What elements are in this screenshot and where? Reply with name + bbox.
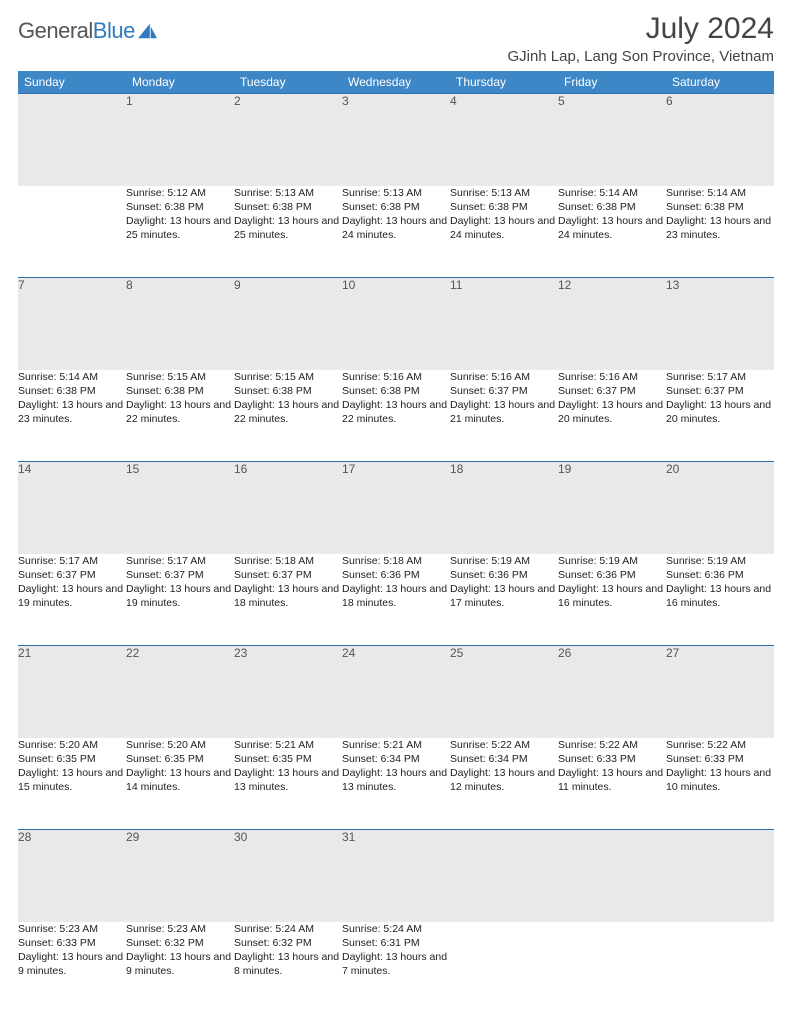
day-number: 27 — [666, 646, 774, 738]
day-detail: Sunrise: 5:12 AMSunset: 6:38 PMDaylight:… — [126, 186, 234, 278]
day-number: 5 — [558, 94, 666, 186]
day-number: 28 — [18, 830, 126, 922]
day-number: 29 — [126, 830, 234, 922]
daynum-row: 21222324252627 — [18, 646, 774, 738]
weekday-header: Sunday — [18, 71, 126, 94]
weekday-header: Tuesday — [234, 71, 342, 94]
day-number: 4 — [450, 94, 558, 186]
day-detail: Sunrise: 5:24 AMSunset: 6:32 PMDaylight:… — [234, 922, 342, 1014]
day-detail: Sunrise: 5:18 AMSunset: 6:37 PMDaylight:… — [234, 554, 342, 646]
day-number: 7 — [18, 278, 126, 370]
logo-word1: General — [18, 18, 93, 43]
detail-row: Sunrise: 5:17 AMSunset: 6:37 PMDaylight:… — [18, 554, 774, 646]
day-number: 2 — [234, 94, 342, 186]
daynum-row: 14151617181920 — [18, 462, 774, 554]
day-number: 10 — [342, 278, 450, 370]
day-number: 16 — [234, 462, 342, 554]
month-title: July 2024 — [507, 12, 774, 46]
day-detail: Sunrise: 5:14 AMSunset: 6:38 PMDaylight:… — [558, 186, 666, 278]
day-detail: Sunrise: 5:18 AMSunset: 6:36 PMDaylight:… — [342, 554, 450, 646]
day-detail: Sunrise: 5:14 AMSunset: 6:38 PMDaylight:… — [666, 186, 774, 278]
day-number: 22 — [126, 646, 234, 738]
day-number: 26 — [558, 646, 666, 738]
day-detail: Sunrise: 5:21 AMSunset: 6:35 PMDaylight:… — [234, 738, 342, 830]
day-number: 24 — [342, 646, 450, 738]
weekday-header: Wednesday — [342, 71, 450, 94]
day-detail: Sunrise: 5:13 AMSunset: 6:38 PMDaylight:… — [234, 186, 342, 278]
day-detail: Sunrise: 5:19 AMSunset: 6:36 PMDaylight:… — [558, 554, 666, 646]
day-detail: Sunrise: 5:13 AMSunset: 6:38 PMDaylight:… — [450, 186, 558, 278]
day-detail: Sunrise: 5:23 AMSunset: 6:32 PMDaylight:… — [126, 922, 234, 1014]
day-number: 30 — [234, 830, 342, 922]
day-detail: Sunrise: 5:22 AMSunset: 6:33 PMDaylight:… — [666, 738, 774, 830]
day-number: 21 — [18, 646, 126, 738]
day-detail — [666, 922, 774, 1014]
day-detail: Sunrise: 5:17 AMSunset: 6:37 PMDaylight:… — [666, 370, 774, 462]
day-detail — [18, 186, 126, 278]
day-detail: Sunrise: 5:22 AMSunset: 6:34 PMDaylight:… — [450, 738, 558, 830]
day-detail: Sunrise: 5:13 AMSunset: 6:38 PMDaylight:… — [342, 186, 450, 278]
weekday-header: Monday — [126, 71, 234, 94]
calendar-head: SundayMondayTuesdayWednesdayThursdayFrid… — [18, 71, 774, 94]
day-number: 18 — [450, 462, 558, 554]
day-detail: Sunrise: 5:17 AMSunset: 6:37 PMDaylight:… — [126, 554, 234, 646]
day-detail: Sunrise: 5:16 AMSunset: 6:38 PMDaylight:… — [342, 370, 450, 462]
day-number: 14 — [18, 462, 126, 554]
day-detail: Sunrise: 5:14 AMSunset: 6:38 PMDaylight:… — [18, 370, 126, 462]
day-detail: Sunrise: 5:16 AMSunset: 6:37 PMDaylight:… — [450, 370, 558, 462]
weekday-header: Thursday — [450, 71, 558, 94]
day-number: 9 — [234, 278, 342, 370]
daynum-row: 123456 — [18, 94, 774, 186]
calendar-table: SundayMondayTuesdayWednesdayThursdayFrid… — [18, 71, 774, 1014]
detail-row: Sunrise: 5:12 AMSunset: 6:38 PMDaylight:… — [18, 186, 774, 278]
day-number — [666, 830, 774, 922]
day-detail: Sunrise: 5:21 AMSunset: 6:34 PMDaylight:… — [342, 738, 450, 830]
day-detail: Sunrise: 5:22 AMSunset: 6:33 PMDaylight:… — [558, 738, 666, 830]
detail-row: Sunrise: 5:23 AMSunset: 6:33 PMDaylight:… — [18, 922, 774, 1014]
location: GJinh Lap, Lang Son Province, Vietnam — [507, 48, 774, 65]
day-number: 15 — [126, 462, 234, 554]
day-detail: Sunrise: 5:19 AMSunset: 6:36 PMDaylight:… — [666, 554, 774, 646]
day-number: 6 — [666, 94, 774, 186]
day-detail: Sunrise: 5:24 AMSunset: 6:31 PMDaylight:… — [342, 922, 450, 1014]
day-detail: Sunrise: 5:17 AMSunset: 6:37 PMDaylight:… — [18, 554, 126, 646]
day-number: 20 — [666, 462, 774, 554]
detail-row: Sunrise: 5:20 AMSunset: 6:35 PMDaylight:… — [18, 738, 774, 830]
day-detail: Sunrise: 5:15 AMSunset: 6:38 PMDaylight:… — [126, 370, 234, 462]
day-number: 12 — [558, 278, 666, 370]
logo-word2: Blue — [93, 18, 135, 43]
daynum-row: 28293031 — [18, 830, 774, 922]
day-number — [18, 94, 126, 186]
weekday-header: Friday — [558, 71, 666, 94]
day-detail: Sunrise: 5:23 AMSunset: 6:33 PMDaylight:… — [18, 922, 126, 1014]
day-number: 31 — [342, 830, 450, 922]
day-detail: Sunrise: 5:20 AMSunset: 6:35 PMDaylight:… — [126, 738, 234, 830]
day-number: 3 — [342, 94, 450, 186]
day-number: 25 — [450, 646, 558, 738]
title-block: July 2024 GJinh Lap, Lang Son Province, … — [507, 12, 774, 65]
day-number: 1 — [126, 94, 234, 186]
day-detail: Sunrise: 5:20 AMSunset: 6:35 PMDaylight:… — [18, 738, 126, 830]
day-detail — [558, 922, 666, 1014]
weekday-header: Saturday — [666, 71, 774, 94]
day-number: 17 — [342, 462, 450, 554]
day-detail: Sunrise: 5:16 AMSunset: 6:37 PMDaylight:… — [558, 370, 666, 462]
day-detail — [450, 922, 558, 1014]
day-number: 23 — [234, 646, 342, 738]
day-detail: Sunrise: 5:19 AMSunset: 6:36 PMDaylight:… — [450, 554, 558, 646]
day-number: 8 — [126, 278, 234, 370]
day-number: 11 — [450, 278, 558, 370]
logo-sail-icon — [137, 22, 159, 40]
daynum-row: 78910111213 — [18, 278, 774, 370]
logo-text: GeneralBlue — [18, 18, 135, 44]
day-number — [450, 830, 558, 922]
detail-row: Sunrise: 5:14 AMSunset: 6:38 PMDaylight:… — [18, 370, 774, 462]
day-number — [558, 830, 666, 922]
day-detail: Sunrise: 5:15 AMSunset: 6:38 PMDaylight:… — [234, 370, 342, 462]
header: GeneralBlue July 2024 GJinh Lap, Lang So… — [18, 12, 774, 65]
day-number: 13 — [666, 278, 774, 370]
day-number: 19 — [558, 462, 666, 554]
logo: GeneralBlue — [18, 18, 159, 44]
calendar-body: 123456Sunrise: 5:12 AMSunset: 6:38 PMDay… — [18, 94, 774, 1014]
